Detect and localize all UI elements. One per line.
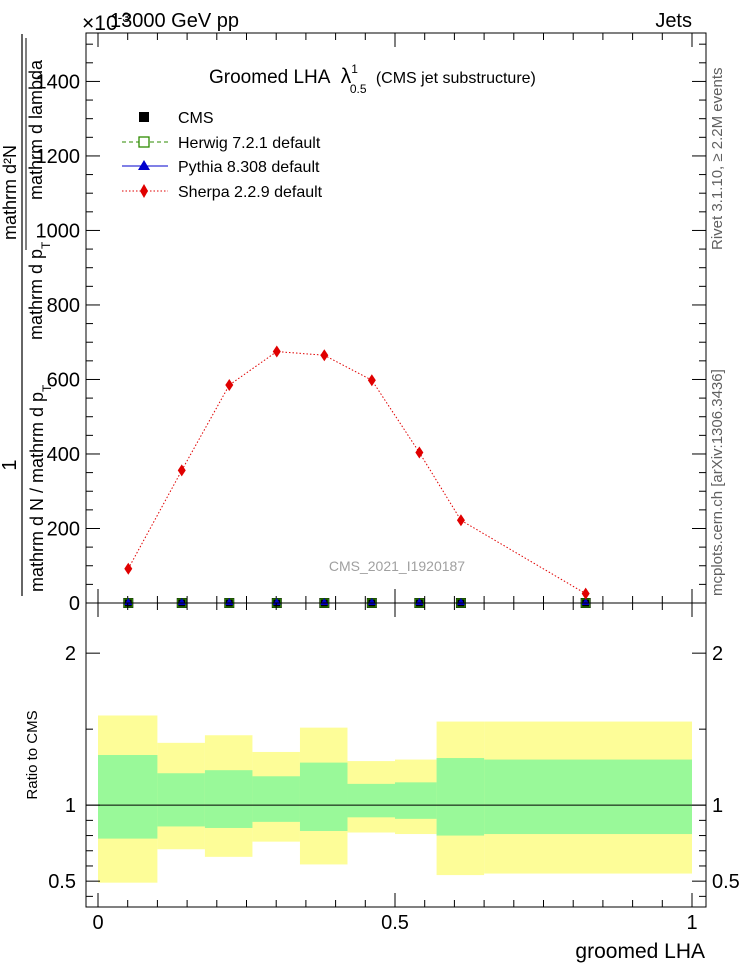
legend-marker-pythia xyxy=(138,160,150,170)
upper-panel: 0 200 400 600 800 1000 1200 1400 CMS_2021_I1920… xyxy=(36,32,707,615)
ratio-band-stat xyxy=(252,776,300,822)
ratio-ytick-label: 0.5 xyxy=(48,871,76,893)
upper-ytick-label: 200 xyxy=(47,518,80,540)
ratio-xlabel: groomed LHA xyxy=(575,940,705,963)
ylabel-numerator-b: mathrm d pT xyxy=(26,241,53,340)
data-point-sherpa xyxy=(415,446,424,459)
ratio-axis-ticks: 0.5 0.5 1 1 2 2 0 0.5 1 xyxy=(48,603,740,934)
legend-label-cms: CMS xyxy=(178,110,214,127)
ratio-xtick-label: 1 xyxy=(686,912,697,934)
exponent-label: ×10-3 xyxy=(82,9,130,35)
legend-label-pythia: Pythia 8.308 default xyxy=(178,159,320,176)
ylabel-one: 1 xyxy=(0,459,21,470)
ratio-ytick-label-right: 1 xyxy=(712,795,723,817)
legend-label-sherpa: Sherpa 2.2.9 default xyxy=(178,184,323,201)
ratio-ytick-label-right: 0.5 xyxy=(712,871,740,893)
data-point-sherpa xyxy=(225,379,234,392)
data-point-sherpa xyxy=(320,349,329,362)
ratio-xtick-label: 0 xyxy=(92,912,103,934)
ylabel-numerator-c: mathrm d lambda xyxy=(26,59,46,200)
upper-ytick-label: 0 xyxy=(69,593,80,615)
header-right-text: Jets xyxy=(655,10,692,32)
ratio-frame xyxy=(85,602,707,908)
ratio-ytick-label: 1 xyxy=(65,795,76,817)
plot-title: Groomed LHA λ1 0.5 (CMS jet substructure) xyxy=(209,62,536,98)
data-point-sherpa xyxy=(124,562,133,575)
upper-ytick-label: 400 xyxy=(47,444,80,466)
rivet-label: Rivet 3.1.10, ≥ 2.2M events xyxy=(709,68,726,251)
ratio-band-stat xyxy=(484,759,692,835)
upper-ytick-label: 600 xyxy=(47,369,80,391)
mcplots-label: mcplots.cern.ch [arXiv:1306.3436] xyxy=(709,369,726,596)
ylabel-denominator: mathrm d N / mathrm d pT xyxy=(27,384,54,592)
upper-ytick-label: 1000 xyxy=(36,220,81,242)
upper-ylabel: 1 mathrm d N / mathrm d pT mathrm d²N ma… xyxy=(0,34,54,596)
legend-marker-sherpa xyxy=(140,184,148,198)
ratio-xtick-label: 0.5 xyxy=(381,912,409,934)
legend-marker-cms xyxy=(139,112,149,122)
data-point-sherpa xyxy=(272,345,281,358)
upper-axis-ticks: 0 200 400 600 800 1000 1200 1400 xyxy=(36,33,706,615)
data-point-sherpa xyxy=(581,587,590,600)
upper-ytick-label: 800 xyxy=(47,295,80,317)
ratio-band-stat xyxy=(98,755,158,839)
ylabel-numerator-a: mathrm d²N xyxy=(0,145,20,240)
ratio-band-stat xyxy=(395,782,437,819)
ratio-ylabel: Ratio to CMS xyxy=(24,710,41,799)
upper-ytick-label: 1400 xyxy=(36,71,81,93)
ratio-band-stat xyxy=(347,783,395,818)
data-point-sherpa xyxy=(367,374,376,387)
header-left-text: 13000 GeV pp xyxy=(110,10,239,32)
data-point-sherpa xyxy=(456,514,465,527)
ratio-band-stat xyxy=(204,770,253,828)
ratio-band-stat xyxy=(436,758,485,836)
legend-marker-herwig xyxy=(138,136,150,148)
legend: CMS Herwig 7.2.1 default Pythia 8.308 de… xyxy=(122,110,323,201)
upper-ytick-label: 1200 xyxy=(36,146,81,168)
watermark-text: CMS_2021_I1920187 xyxy=(329,558,465,574)
data-point-sherpa xyxy=(177,464,186,477)
ratio-panel: 0.5 0.5 1 1 2 2 0 0.5 1 Ratio to CMS groomed LHA xyxy=(24,602,740,963)
ratio-bands-layer xyxy=(98,715,692,883)
legend-label-herwig: Herwig 7.2.1 default xyxy=(178,135,321,152)
ratio-ytick-label: 2 xyxy=(65,643,76,665)
ratio-ytick-label-right: 2 xyxy=(712,643,723,665)
ratio-band-stat xyxy=(157,773,205,827)
ratio-band-stat xyxy=(299,762,348,831)
